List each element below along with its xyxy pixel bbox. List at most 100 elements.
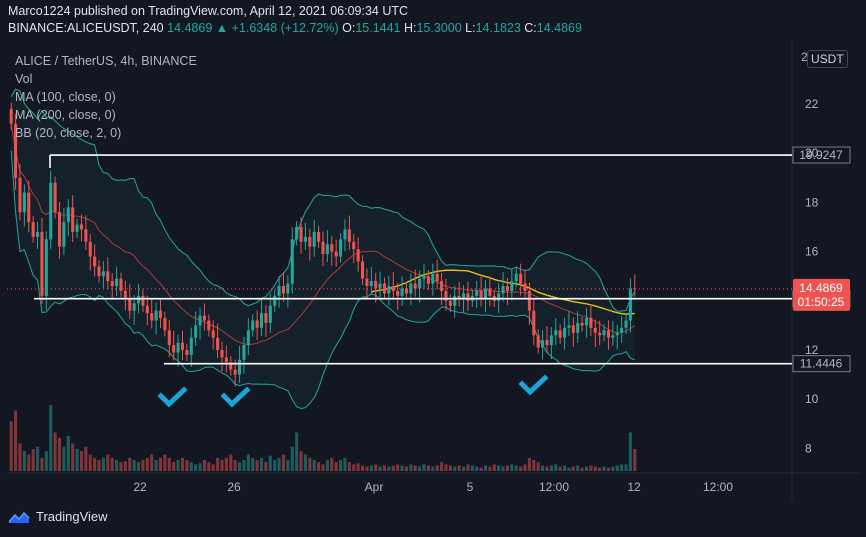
volume-bar <box>549 465 553 471</box>
candle-body <box>207 320 211 331</box>
volume-bar <box>290 446 294 471</box>
candle-body <box>527 290 531 311</box>
candle-body <box>27 192 31 223</box>
volume-bar <box>576 465 580 471</box>
candle-body <box>563 327 567 338</box>
price-change: ▲ +1.6348 (+12.72%) <box>215 21 339 35</box>
volume-bar <box>598 467 602 471</box>
volume-bar <box>347 462 351 471</box>
volume-bar <box>545 466 549 471</box>
volume-bar <box>49 405 53 471</box>
bb-lower-line <box>10 150 635 409</box>
candle-body <box>31 222 35 237</box>
volume-bar <box>343 457 347 471</box>
candle-body <box>514 273 518 282</box>
volume-bar <box>628 432 632 471</box>
open-value: 15.1441 <box>355 21 401 35</box>
volume-bar <box>295 432 299 471</box>
candle-body <box>79 224 83 230</box>
volume-bar <box>378 466 382 471</box>
x-tick-label: Apr <box>365 480 384 494</box>
volume-bar <box>303 454 307 471</box>
candle-body <box>369 281 373 287</box>
legend-bb[interactable]: BB (20, close, 2, 0) <box>15 126 122 140</box>
volume-bar <box>259 457 264 471</box>
volume-bar <box>317 462 321 471</box>
volume-bar <box>167 457 171 471</box>
volume-bar <box>470 465 474 471</box>
legend-ma200[interactable]: MA (200, close, 0) <box>15 108 116 122</box>
candle-body <box>189 337 193 355</box>
volume-bar <box>580 467 584 471</box>
volume-bar <box>584 466 589 471</box>
candle-body <box>461 293 466 299</box>
volume-bar <box>277 457 281 471</box>
volume-bar <box>273 460 277 471</box>
close-value: 14.4869 <box>536 21 582 35</box>
volume-bar <box>330 457 334 471</box>
volume-bar <box>286 460 290 471</box>
candle-body <box>242 345 246 360</box>
candle-body <box>57 212 62 247</box>
volume-bar <box>93 457 97 471</box>
candle-body <box>422 276 426 279</box>
check-icon <box>220 386 251 408</box>
x-tick-label: 12:00 <box>539 480 569 494</box>
volume-bar <box>154 460 158 471</box>
volume-bar <box>457 465 461 471</box>
volume-bar <box>14 410 18 471</box>
legend-title[interactable]: ALICE / TetherUS, 4h, BINANCE <box>15 54 197 68</box>
volume-bar <box>510 464 514 471</box>
candle-body <box>365 278 369 287</box>
currency-badge[interactable]: USDT <box>807 50 848 68</box>
countdown-label: 01:50:25 <box>798 295 845 309</box>
candle-body <box>224 357 228 363</box>
volume-bar <box>229 454 233 471</box>
candle-body <box>251 320 255 331</box>
volume-bar <box>9 421 13 471</box>
candle-body <box>523 283 527 291</box>
volume-bar <box>501 466 505 471</box>
footer-brand[interactable]: TradingView <box>8 509 108 524</box>
time-axis[interactable]: 22 26 Apr 5 12:00 12 12:00 <box>133 480 733 494</box>
volume-bar <box>40 457 44 471</box>
candle-body <box>343 229 347 240</box>
candle-body <box>150 313 154 321</box>
volume-bar <box>387 466 391 471</box>
candle-body <box>281 286 286 294</box>
level-label: 19.9247 <box>799 148 843 162</box>
candle-body <box>321 241 325 255</box>
volume-bar <box>334 462 338 471</box>
candle-body <box>418 278 422 289</box>
volume-bar <box>27 454 31 471</box>
symbol-ohlc-line: BINANCE:ALICEUSDT, 240 14.4869 ▲ +1.6348… <box>8 21 582 35</box>
candle-body <box>457 295 461 299</box>
volume-bar <box>242 460 246 471</box>
volume-bar <box>31 449 35 471</box>
volume-bar <box>97 460 101 471</box>
x-tick-label: 26 <box>227 480 241 494</box>
volume-bar <box>106 454 110 471</box>
candle-body <box>101 271 105 277</box>
last-price: 14.4869 <box>167 21 213 35</box>
volume-bar <box>593 466 597 471</box>
y-tick-label: 8 <box>805 441 812 455</box>
candle-body <box>440 281 444 291</box>
volume-bar <box>352 464 356 471</box>
volume-bar <box>75 449 79 471</box>
candle-body <box>295 227 299 240</box>
candle-body <box>598 332 602 336</box>
candle-body <box>391 286 395 291</box>
volume-bar <box>527 457 531 471</box>
legend-vol[interactable]: Vol <box>15 72 33 86</box>
legend-ma100[interactable]: MA (100, close, 0) <box>15 90 116 104</box>
candle-body <box>593 327 597 333</box>
price-chart[interactable]: 19.924714.085111.4446 222018161412108 22… <box>7 42 859 499</box>
candle-body <box>378 283 382 289</box>
candle-body <box>633 288 637 290</box>
x-tick-label: 5 <box>467 480 474 494</box>
candle-body <box>589 318 593 328</box>
candle-body <box>435 273 439 282</box>
candle-body <box>163 318 167 331</box>
